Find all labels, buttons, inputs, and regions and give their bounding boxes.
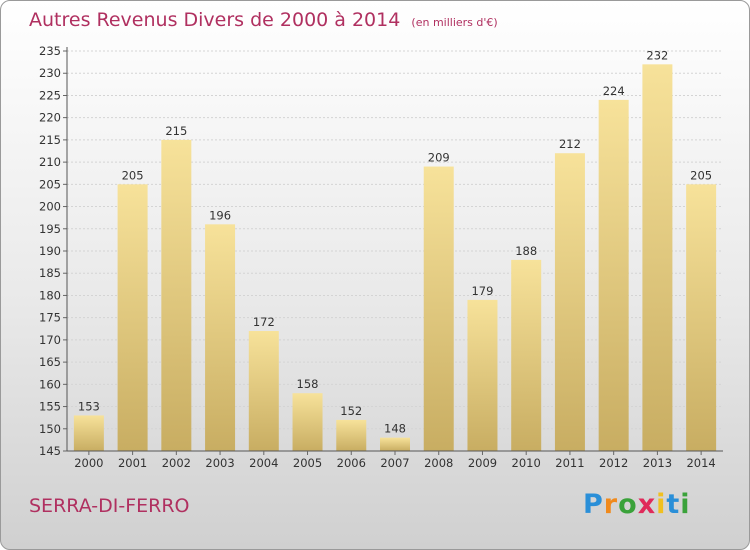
bar [380, 437, 410, 451]
chart-unit: (en milliers d'€) [411, 16, 498, 29]
y-tick-label: 200 [39, 200, 61, 214]
bar [598, 99, 629, 451]
value-label: 179 [471, 284, 493, 298]
bar [336, 419, 367, 451]
y-tick-label: 210 [39, 155, 61, 169]
value-label: 232 [646, 48, 668, 62]
x-tick-labels: 2000 2001 2002 2003 2004 2005 2006 2007 2008 2009… [74, 451, 716, 470]
bar [467, 299, 498, 451]
proxiti-logo[interactable]: Proxiti [583, 489, 691, 520]
bar [248, 331, 279, 451]
value-label: 188 [515, 244, 537, 258]
y-tick-label: 225 [39, 88, 61, 102]
value-label: 209 [428, 151, 450, 165]
y-tick-label: 150 [39, 422, 61, 436]
x-tick-label: 2008 [424, 456, 453, 470]
y-tick-labels: 145 150 155 160 165 170 175 180 185 190 195 200 205 2… [39, 44, 61, 458]
bar [511, 259, 542, 451]
x-tick-label: 2014 [686, 456, 715, 470]
value-labels: 153 205 215 196 172 158 152 148 209 179 188 212 224 2… [78, 48, 712, 435]
x-tick-label: 2006 [337, 456, 366, 470]
x-tick-label: 2012 [599, 456, 628, 470]
y-tick-label: 170 [39, 333, 61, 347]
bar [686, 184, 717, 452]
y-tick-label: 155 [39, 400, 61, 414]
x-tick-label: 2001 [118, 456, 147, 470]
logo-letter: r [603, 489, 619, 520]
y-tick-label: 230 [39, 66, 61, 80]
y-tick-label: 180 [39, 288, 61, 302]
y-tick-label: 160 [39, 377, 61, 391]
y-tick-label: 195 [39, 222, 61, 236]
y-tick-label: 165 [39, 355, 61, 369]
logo-letter: P [583, 489, 604, 520]
bar [205, 224, 236, 451]
x-tick-label: 2010 [512, 456, 541, 470]
y-tick-label: 185 [39, 266, 61, 280]
bar [73, 415, 104, 451]
bar [117, 184, 148, 452]
logo-letter: t [666, 489, 681, 520]
bar [642, 64, 673, 452]
bar [292, 393, 323, 451]
value-label: 152 [340, 404, 362, 418]
value-label: 215 [165, 124, 187, 138]
value-label: 148 [384, 422, 406, 436]
y-tick-label: 190 [39, 244, 61, 258]
logo-letter: o [618, 489, 638, 520]
y-tick-label: 235 [39, 44, 61, 58]
y-tick-label: 220 [39, 111, 61, 125]
chart-title-block: Autres Revenus Divers de 2000 à 2014 (en… [29, 9, 498, 31]
value-label: 205 [122, 168, 144, 182]
y-tick-label: 205 [39, 177, 61, 191]
x-tick-label: 2005 [293, 456, 322, 470]
x-tick-label: 2004 [249, 456, 278, 470]
x-tick-label: 2003 [205, 456, 234, 470]
value-label: 224 [603, 84, 625, 98]
bars [73, 64, 717, 452]
value-label: 172 [253, 315, 275, 329]
value-label: 205 [690, 168, 712, 182]
place-name: SERRA-DI-FERRO [29, 495, 190, 517]
y-tick-label: 145 [39, 444, 61, 458]
value-label: 196 [209, 208, 231, 222]
x-tick-label: 2009 [468, 456, 497, 470]
value-label: 158 [297, 377, 319, 391]
bar [423, 166, 454, 452]
value-label: 212 [559, 137, 581, 151]
x-tick-label: 2007 [380, 456, 409, 470]
bar [554, 153, 585, 451]
x-tick-label: 2002 [162, 456, 191, 470]
logo-letter: i [656, 489, 667, 520]
value-label: 153 [78, 399, 100, 413]
y-tick-label: 175 [39, 311, 61, 325]
x-tick-label: 2011 [555, 456, 584, 470]
bar [161, 139, 192, 451]
y-tick-label: 215 [39, 133, 61, 147]
logo-letter: x [637, 489, 657, 520]
x-tick-label: 2000 [74, 456, 103, 470]
chart-title: Autres Revenus Divers de 2000 à 2014 [29, 9, 401, 31]
logo-letter: i [680, 489, 691, 520]
x-tick-label: 2013 [643, 456, 672, 470]
